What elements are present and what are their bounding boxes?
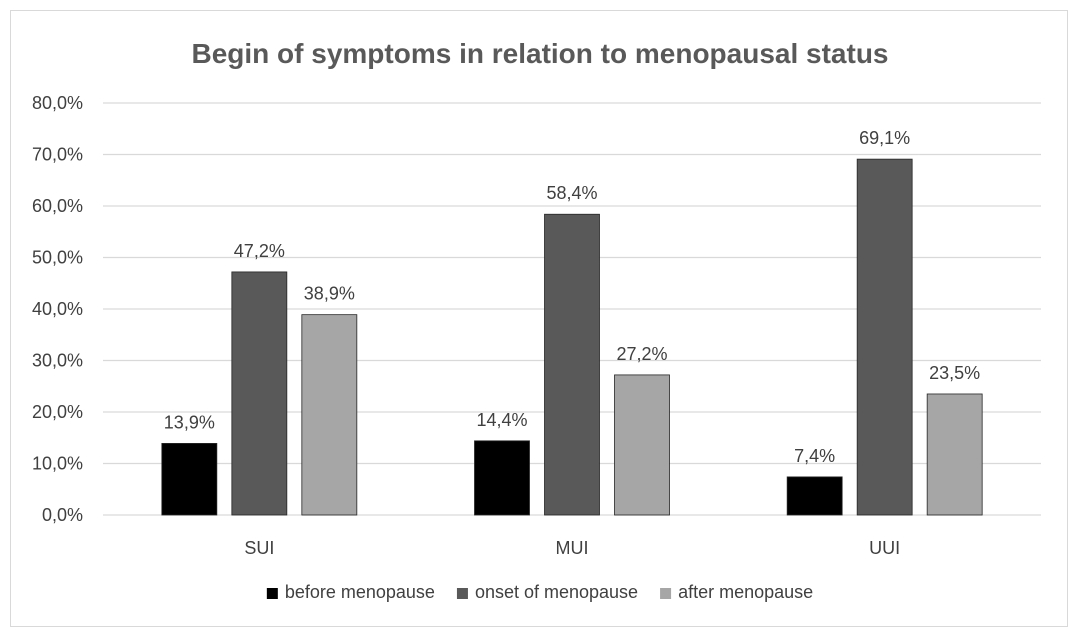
- data-label: 38,9%: [304, 284, 355, 304]
- bar: [926, 393, 983, 516]
- bar: [161, 443, 218, 516]
- y-axis-tick-labels: 0,0% 10,0% 20,0% 30,0% 40,0% 50,0% 60,0% 70,0% 8…: [32, 93, 83, 525]
- bar: [231, 271, 288, 516]
- bar: [856, 158, 913, 516]
- data-label: 27,2%: [616, 344, 667, 364]
- data-label: 14,4%: [476, 410, 527, 430]
- legend-swatch: [266, 588, 278, 599]
- legend-label: before menopause: [285, 582, 435, 602]
- legend: before menopause onset of menopause after …: [266, 582, 813, 602]
- data-label: 58,4%: [546, 183, 597, 203]
- y-tick-label: 60,0%: [32, 196, 83, 216]
- y-tick-label: 70,0%: [32, 145, 83, 165]
- y-tick-label: 50,0%: [32, 248, 83, 268]
- y-tick-label: 80,0%: [32, 93, 83, 113]
- x-tick-label: SUI: [244, 538, 274, 558]
- y-tick-label: 10,0%: [32, 454, 83, 474]
- legend-swatch: [456, 588, 468, 599]
- y-tick-label: 40,0%: [32, 299, 83, 319]
- chart-title: Begin of symptoms in relation to menopau…: [192, 38, 889, 69]
- data-label: 13,9%: [164, 412, 215, 432]
- x-axis-category-labels: SUI MUI UUI: [244, 538, 900, 558]
- legend-label: after menopause: [678, 582, 813, 602]
- legend-swatch: [660, 588, 672, 599]
- data-label: 7,4%: [794, 446, 835, 466]
- chart-svg: Begin of symptoms in relation to menopau…: [32, 38, 1041, 602]
- chart-frame: Begin of symptoms in relation to menopau…: [10, 10, 1068, 627]
- y-tick-label: 30,0%: [32, 351, 83, 371]
- x-tick-label: UUI: [869, 538, 900, 558]
- y-tick-label: 0,0%: [42, 505, 83, 525]
- bar: [544, 213, 600, 516]
- legend-item: before menopause: [266, 582, 435, 602]
- legend-item: onset of menopause: [456, 582, 638, 602]
- bar: [786, 476, 843, 516]
- legend-label: onset of menopause: [475, 582, 638, 602]
- y-tick-label: 20,0%: [32, 402, 83, 422]
- bars: [161, 158, 983, 516]
- x-tick-label: MUI: [556, 538, 589, 558]
- data-label: 47,2%: [234, 241, 285, 261]
- bar: [301, 314, 358, 516]
- data-labels: 13,9% 47,2% 38,9% 14,4% 58,4% 27,2% 7,4% 69,1% 2…: [164, 128, 980, 466]
- bar: [474, 440, 530, 516]
- bar: [614, 374, 670, 516]
- data-label: 23,5%: [929, 363, 980, 383]
- legend-item: after menopause: [660, 582, 813, 602]
- data-label: 69,1%: [859, 128, 910, 148]
